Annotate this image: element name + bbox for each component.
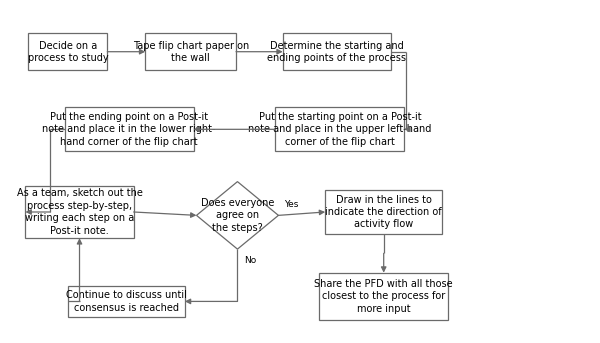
Text: Share the PFD with all those
closest to the process for
more input: Share the PFD with all those closest to … — [314, 279, 453, 314]
FancyBboxPatch shape — [65, 107, 194, 151]
Text: No: No — [244, 256, 257, 265]
FancyBboxPatch shape — [145, 33, 236, 70]
Text: Tape flip chart paper on
the wall: Tape flip chart paper on the wall — [133, 40, 249, 63]
FancyBboxPatch shape — [68, 286, 185, 317]
FancyBboxPatch shape — [28, 33, 107, 70]
Text: As a team, sketch out the
process step-by-step,
writing each step on a
Post-it n: As a team, sketch out the process step-b… — [17, 188, 142, 236]
FancyBboxPatch shape — [325, 190, 442, 234]
FancyBboxPatch shape — [283, 33, 391, 70]
Polygon shape — [197, 182, 278, 249]
FancyBboxPatch shape — [25, 186, 134, 238]
FancyBboxPatch shape — [275, 107, 404, 151]
Text: Continue to discuss until
consensus is reached: Continue to discuss until consensus is r… — [66, 290, 187, 312]
Text: Put the ending point on a Post-it
note and place it in the lower right-
hand cor: Put the ending point on a Post-it note a… — [43, 112, 216, 147]
Text: Does everyone
agree on
the steps?: Does everyone agree on the steps? — [201, 198, 274, 233]
FancyBboxPatch shape — [319, 273, 448, 320]
Text: Yes: Yes — [284, 200, 299, 209]
Text: Decide on a
process to study: Decide on a process to study — [28, 40, 108, 63]
Text: Determine the starting and
ending points of the process: Determine the starting and ending points… — [268, 40, 406, 63]
Text: Draw in the lines to
indicate the direction of
activity flow: Draw in the lines to indicate the direct… — [325, 194, 442, 229]
Text: Put the starting point on a Post-it
note and place in the upper left-hand
corner: Put the starting point on a Post-it note… — [248, 112, 431, 147]
